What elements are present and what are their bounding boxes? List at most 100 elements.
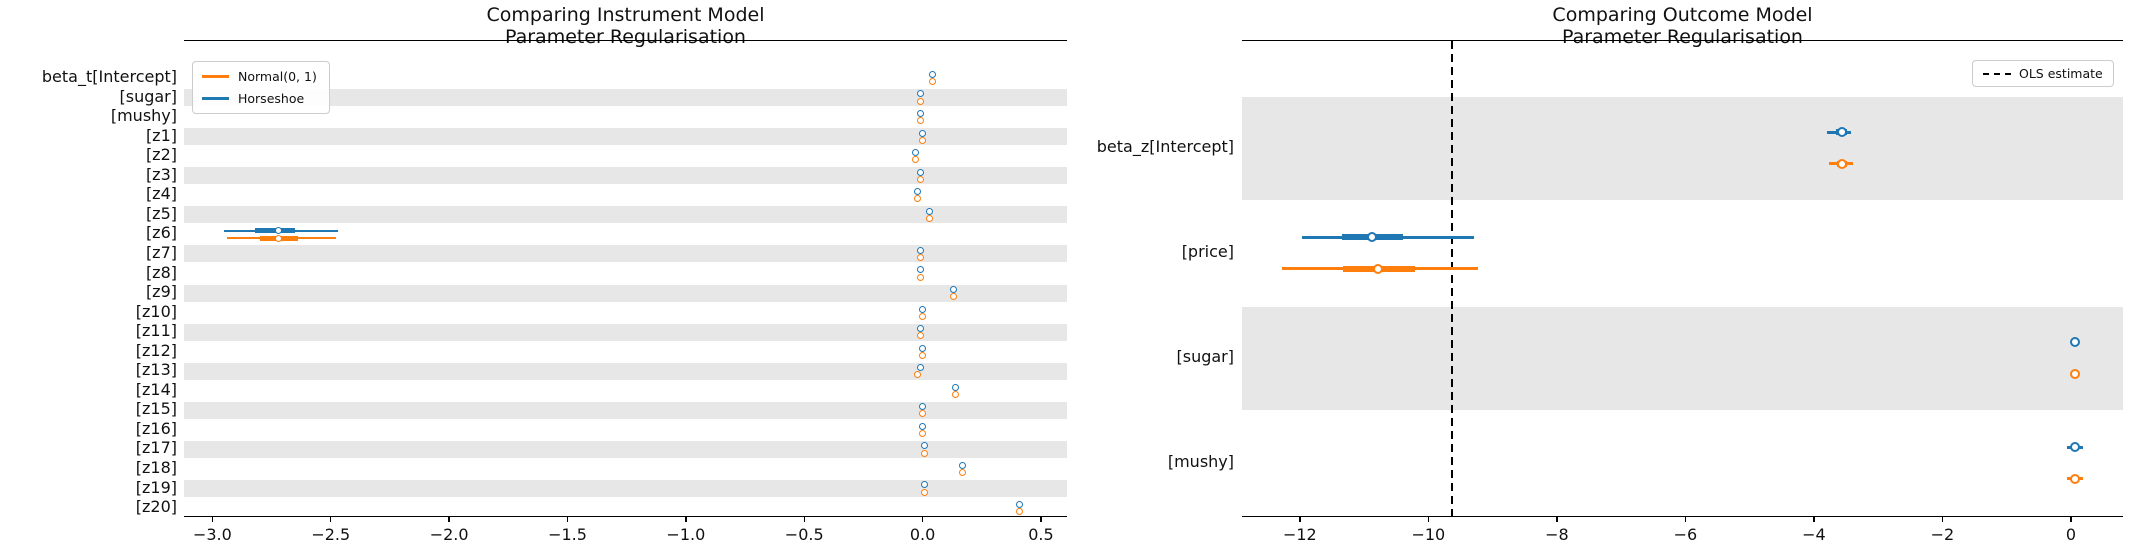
point-estimate-normal	[919, 410, 927, 418]
point-estimate-normal	[2069, 368, 2080, 379]
point-estimate-horseshoe	[1836, 127, 1847, 138]
iqr-interval-horseshoe	[255, 228, 296, 234]
x-tick-label: 0	[2065, 525, 2077, 544]
horseshoe-line-swatch	[202, 97, 229, 100]
x-axis-tick	[685, 517, 687, 522]
instrument-plot-title-line2: Parameter Regularisation	[505, 26, 746, 49]
point-estimate-normal	[1837, 158, 1848, 169]
point-estimate-horseshoe	[919, 403, 927, 411]
legend-entry-normal: Normal(0, 1)	[202, 69, 317, 84]
x-axis-tick	[1040, 517, 1042, 522]
instrument-plot-title: Comparing Instrument Model Parameter Reg…	[184, 4, 1067, 49]
point-estimate-horseshoe	[921, 481, 929, 489]
normal-line-swatch	[202, 75, 229, 78]
point-estimate-normal	[916, 175, 924, 183]
x-tick-label: −3.0	[192, 525, 232, 544]
y-axis-label: [z12]	[135, 340, 177, 360]
point-estimate-normal	[949, 293, 957, 301]
point-estimate-normal	[2069, 473, 2080, 484]
x-axis-tick	[1813, 517, 1815, 522]
y-axis-label: [z19]	[135, 477, 177, 497]
y-axis-label: [z9]	[145, 282, 177, 302]
y-axis-label: [z13]	[135, 360, 177, 380]
point-estimate-horseshoe	[916, 110, 924, 117]
x-axis-tick	[448, 517, 450, 522]
row-shading-band	[184, 323, 1067, 341]
row-shading-band	[184, 440, 1067, 458]
x-tick-label: −10	[1411, 525, 1446, 544]
point-estimate-normal	[916, 273, 924, 281]
y-axis-label: [sugar]	[1176, 347, 1235, 366]
point-estimate-horseshoe	[916, 266, 924, 274]
y-axis-label: [mushy]	[1167, 452, 1234, 471]
point-estimate-normal	[916, 117, 924, 125]
y-axis-label: [z6]	[145, 223, 177, 243]
row-shading-band	[184, 284, 1067, 302]
instrument-plot-title-line1: Comparing Instrument Model	[486, 4, 765, 26]
y-axis-label: [z1]	[145, 125, 177, 145]
point-estimate-horseshoe	[919, 129, 927, 137]
x-tick-label: −2.5	[311, 525, 351, 544]
x-tick-label: −2	[1930, 525, 1955, 544]
x-tick-label: −1.5	[548, 525, 587, 544]
y-axis-label: [z5]	[145, 203, 177, 223]
point-estimate-horseshoe	[916, 168, 924, 176]
instrument-plot-area	[184, 40, 1067, 517]
point-estimate-normal	[919, 430, 927, 437]
row-shading-band	[184, 167, 1067, 185]
row-shading-band	[184, 362, 1067, 380]
row-shading-band	[184, 206, 1067, 224]
y-axis-label: [sugar]	[119, 86, 178, 106]
y-axis-label: beta_t[Intercept]	[41, 67, 177, 86]
point-estimate-horseshoe	[921, 442, 929, 450]
point-estimate-normal	[928, 78, 936, 86]
x-axis-tick	[566, 517, 569, 522]
x-axis-tick	[921, 517, 924, 522]
point-estimate-normal	[916, 254, 924, 262]
y-axis-label: beta_z[Intercept]	[1096, 137, 1234, 156]
x-tick-label: −1.0	[666, 525, 706, 544]
row-shading-band	[184, 401, 1067, 419]
point-estimate-normal	[914, 371, 922, 379]
point-estimate-horseshoe	[919, 344, 927, 352]
x-axis-tick	[1556, 517, 1558, 522]
legend-label-normal: Normal(0, 1)	[238, 69, 317, 84]
outcome-plot-title-line1: Comparing Outcome Model	[1552, 4, 1813, 26]
point-estimate-normal	[919, 136, 927, 144]
point-estimate-horseshoe	[928, 70, 936, 78]
point-estimate-normal	[959, 469, 967, 477]
point-estimate-horseshoe	[2069, 337, 2080, 348]
point-estimate-horseshoe	[916, 246, 924, 254]
y-axis-label: [z15]	[135, 399, 177, 419]
point-estimate-horseshoe	[919, 422, 927, 430]
y-axis-label: [z14]	[135, 379, 177, 399]
point-estimate-horseshoe	[959, 461, 967, 469]
point-estimate-normal	[275, 234, 283, 242]
x-tick-label: 0.0	[909, 525, 936, 544]
point-estimate-horseshoe	[1366, 232, 1377, 243]
point-estimate-horseshoe	[919, 305, 927, 313]
x-tick-label: 0.5	[1028, 525, 1054, 544]
point-estimate-normal	[916, 332, 924, 340]
y-axis-label: [z20]	[135, 497, 177, 517]
x-axis-tick	[211, 517, 214, 522]
y-axis-label: [z18]	[135, 458, 177, 477]
point-estimate-horseshoe	[926, 207, 934, 215]
point-estimate-normal	[1016, 508, 1024, 516]
point-estimate-horseshoe	[916, 325, 924, 333]
row-shading-band	[184, 480, 1067, 498]
point-estimate-normal	[916, 97, 924, 105]
x-axis-tick	[1427, 517, 1430, 522]
x-axis-tick	[1299, 517, 1301, 522]
point-estimate-normal	[919, 312, 927, 320]
row-shading-band	[184, 89, 1067, 107]
legend-label-ols: OLS estimate	[2019, 66, 2103, 81]
point-estimate-horseshoe	[1016, 501, 1024, 508]
legend-entry-horseshoe: Horseshoe	[202, 91, 317, 106]
point-estimate-horseshoe	[2069, 442, 2080, 453]
x-axis-tick	[2070, 517, 2072, 522]
point-estimate-horseshoe	[275, 227, 283, 235]
x-tick-label: −8	[1545, 525, 1569, 544]
x-axis-tick	[1941, 517, 1944, 522]
